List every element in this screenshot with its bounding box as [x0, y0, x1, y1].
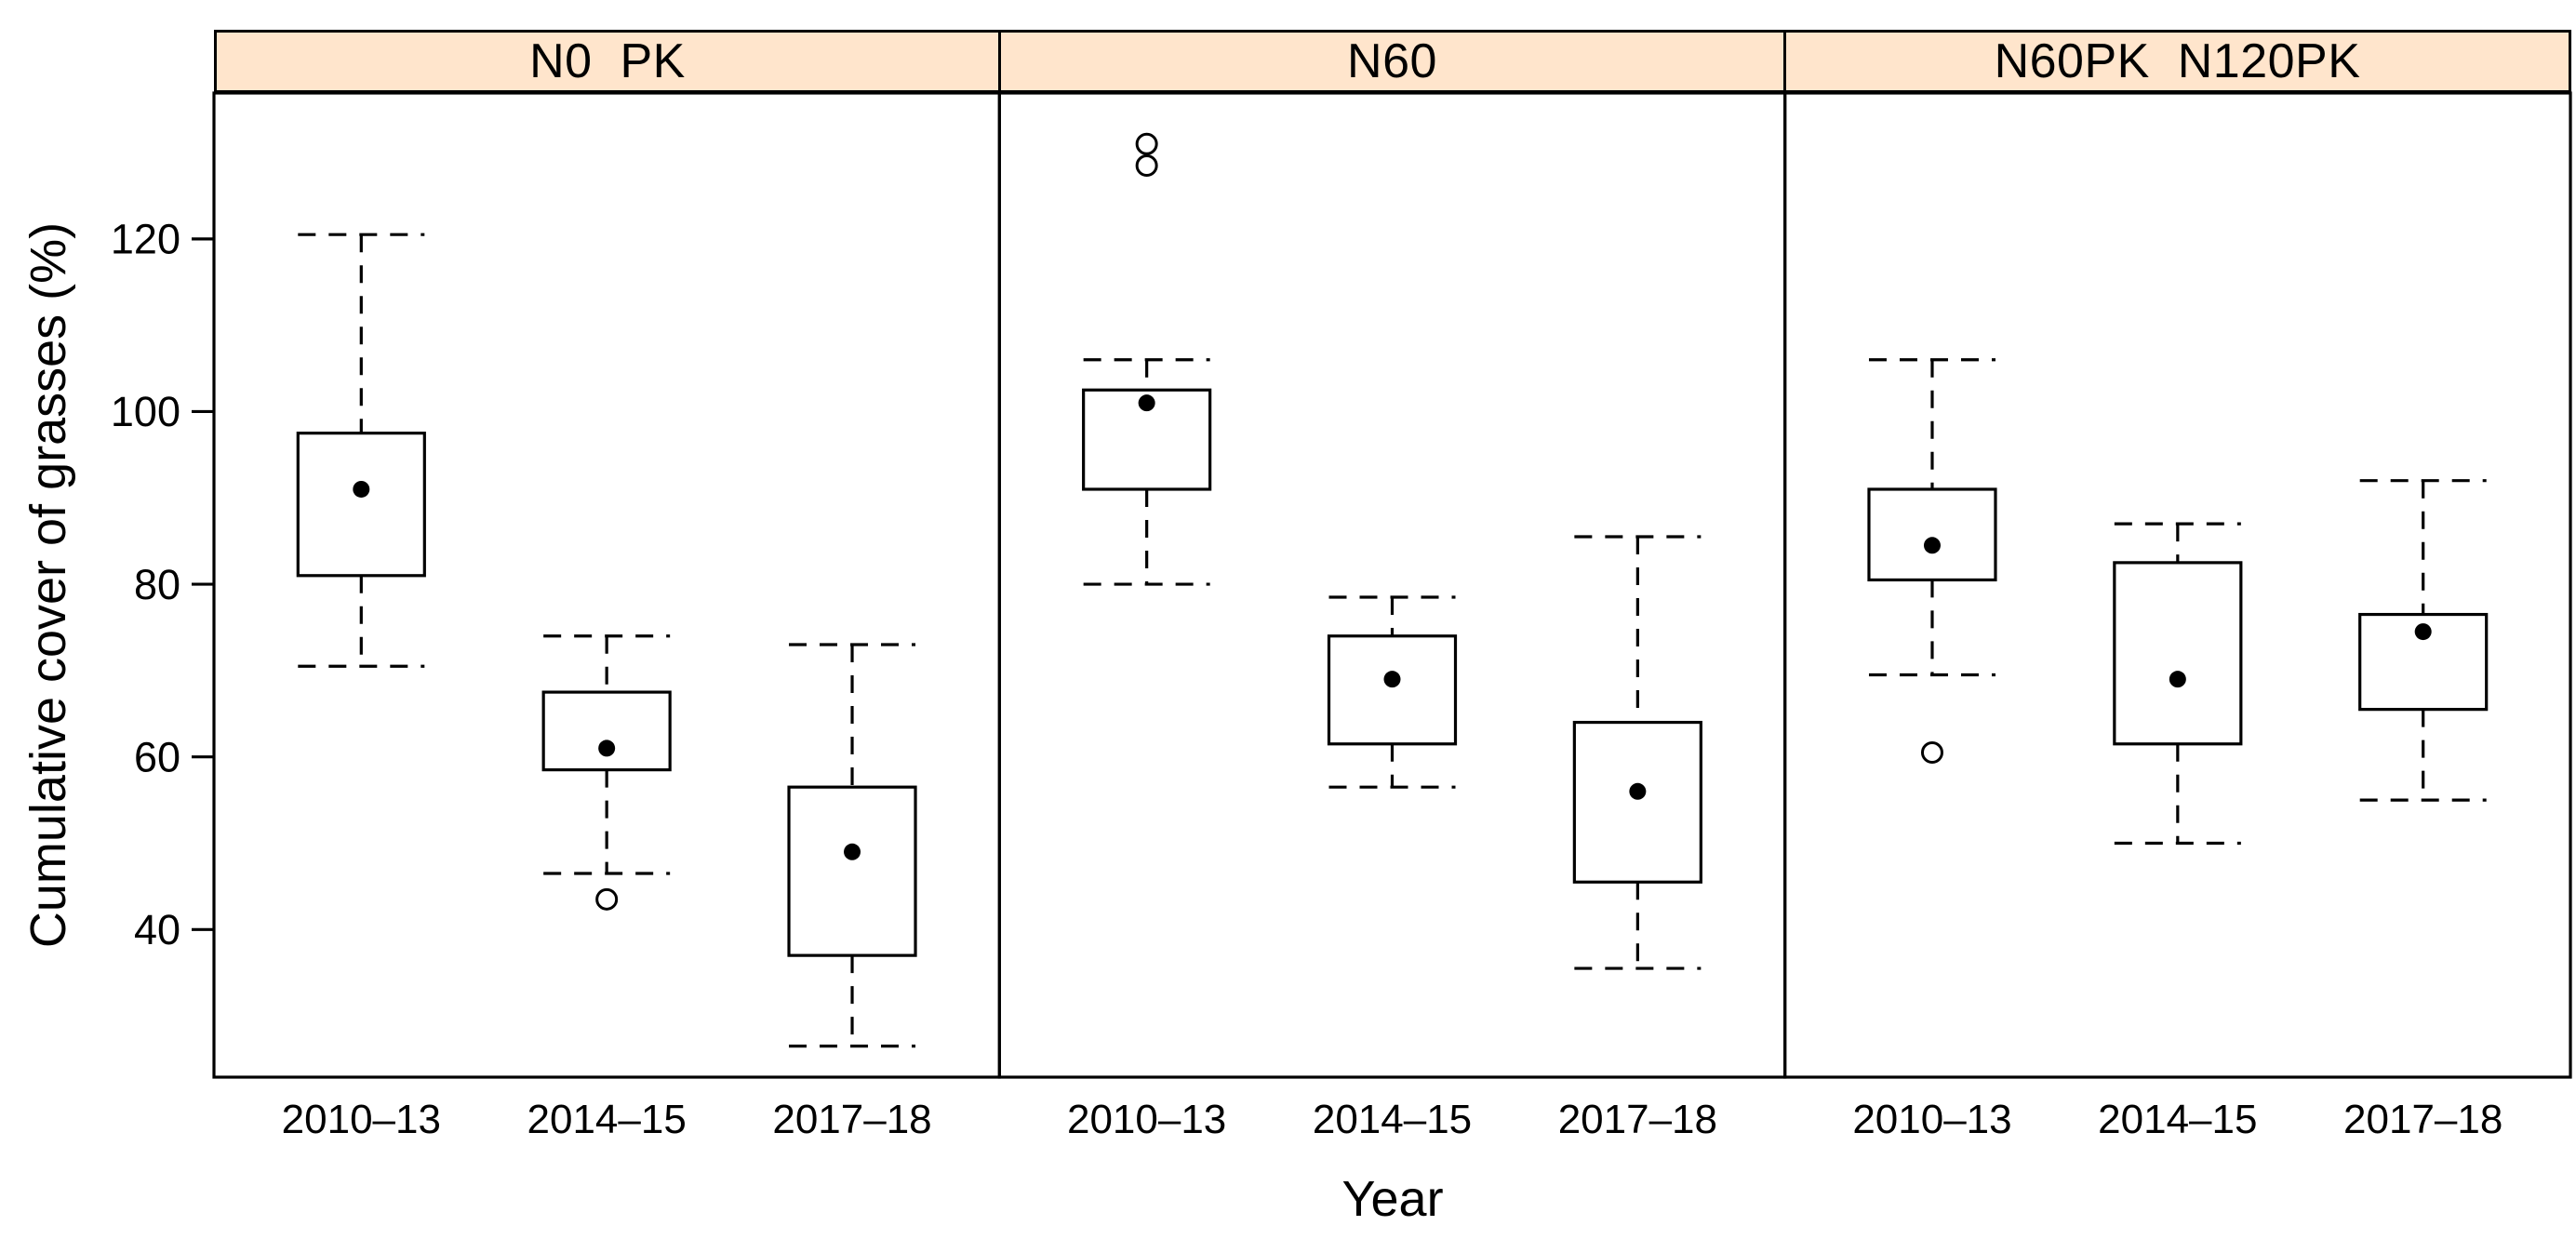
panel-strip-n60: N60	[998, 30, 1786, 93]
box	[541, 690, 672, 772]
outlier-point	[1135, 132, 1158, 155]
y-tick-label: 60	[134, 733, 180, 780]
x-axis-title: Year	[1341, 1171, 1444, 1227]
outlier-point	[1920, 741, 1943, 765]
box	[1327, 634, 1458, 746]
x-tick-label: 2010–13	[1067, 1097, 1226, 1142]
median-dot	[1138, 394, 1155, 412]
x-tick-label: 2014–15	[2098, 1097, 2257, 1142]
x-tick-label: 2014–15	[527, 1097, 687, 1142]
median-dot	[1629, 782, 1647, 800]
x-tick-label: 2010–13	[1852, 1097, 2011, 1142]
median-dot	[598, 739, 616, 757]
y-tick-label: 100	[111, 388, 180, 435]
panel-strip-n60pk-n120pk: N60PK N120PK	[1783, 30, 2571, 93]
panel-strip-label: N0 PK	[529, 34, 686, 88]
y-axis-title: Cumulative cover of grasses (%)	[20, 221, 76, 949]
median-dot	[2169, 671, 2186, 688]
x-tick-label: 2014–15	[1313, 1097, 1472, 1142]
median-dot	[1383, 671, 1401, 688]
panel-strip-label: N60	[1347, 34, 1437, 88]
panel-strip-n0-pk: N0 PK	[214, 30, 1001, 93]
box	[1572, 720, 1702, 884]
outlier-point	[1135, 153, 1158, 177]
x-tick-label: 2017–18	[2343, 1097, 2503, 1142]
panel-border	[1783, 91, 2572, 1079]
median-dot	[1923, 537, 1941, 554]
outlier-point	[595, 887, 619, 911]
box	[296, 432, 426, 578]
y-tick-label: 120	[111, 216, 180, 263]
x-tick-label: 2017–18	[772, 1097, 931, 1142]
median-dot	[2414, 623, 2432, 641]
box	[2113, 561, 2243, 746]
median-dot	[844, 843, 861, 860]
y-tick-label: 80	[134, 561, 180, 608]
panel-strip-label: N60PK N120PK	[1994, 34, 2361, 88]
y-tick-label: 40	[134, 906, 180, 953]
box	[1867, 487, 1997, 582]
x-tick-label: 2017–18	[1558, 1097, 1717, 1142]
box	[1082, 388, 1212, 491]
x-tick-label: 2010–13	[282, 1097, 441, 1142]
box	[787, 785, 917, 957]
median-dot	[353, 480, 370, 498]
